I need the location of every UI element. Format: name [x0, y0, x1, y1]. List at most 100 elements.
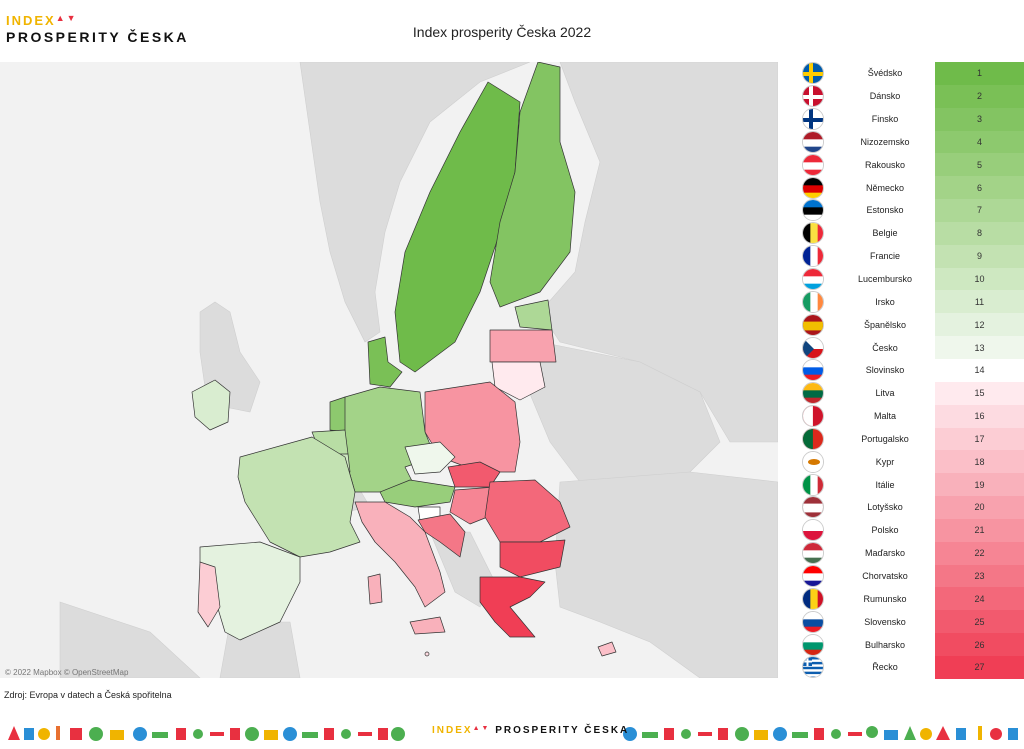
rank-cell: 20 — [935, 496, 1024, 519]
ranking-row[interactable]: Chorvatsko 23 — [795, 564, 1024, 588]
country-name: Estonsko — [866, 205, 904, 216]
logo-line1: INDEX — [6, 13, 56, 28]
rank-cell: 5 — [935, 153, 1024, 177]
ranking-row[interactable]: Litva 15 — [795, 381, 1024, 405]
country-name: Česko — [872, 342, 898, 353]
country-name: Malta — [873, 411, 896, 422]
rank-cell: 25 — [935, 610, 1024, 634]
country-name: Polsko — [871, 525, 899, 536]
ranking-row[interactable]: Česko 13 — [795, 336, 1024, 359]
flag-pl-icon — [802, 519, 824, 542]
country-estonia[interactable] — [514, 299, 553, 331]
ranking-row[interactable]: Maďarsko 22 — [795, 541, 1024, 565]
ranking-row[interactable]: Řecko 27 — [795, 655, 1024, 679]
country-name: Slovinsko — [865, 365, 905, 376]
ranking-row[interactable]: Bulharsko 26 — [795, 633, 1024, 656]
country-netherlands[interactable] — [329, 396, 346, 433]
country-italy-sicily[interactable] — [409, 616, 446, 635]
country-germany[interactable] — [339, 386, 436, 493]
country-italy-sardinia[interactable] — [367, 573, 383, 605]
ranking-row[interactable]: Malta 16 — [795, 404, 1024, 428]
ranking-row[interactable]: Irsko 11 — [795, 290, 1024, 314]
flag-ee-icon — [802, 199, 824, 222]
rank-cell: 19 — [935, 473, 1024, 497]
ranking-row[interactable]: Belgie 8 — [795, 221, 1024, 245]
flag-de-icon — [802, 176, 824, 199]
footer-logo-part1: INDEX — [432, 725, 473, 736]
country-lithuania[interactable] — [491, 361, 546, 401]
country-finland[interactable] — [489, 61, 576, 308]
flag-nl-icon — [802, 130, 824, 153]
rank-cell: 3 — [935, 107, 1024, 131]
ranking-row[interactable]: Rakousko 5 — [795, 153, 1024, 177]
ranking-row[interactable]: Kypr 18 — [795, 450, 1024, 474]
flag-sk-icon — [802, 610, 824, 633]
rank-cell: 14 — [935, 358, 1024, 382]
rank-cell: 12 — [935, 313, 1024, 337]
country-name: Rakousko — [864, 159, 906, 170]
rank-cell: 23 — [935, 564, 1024, 588]
flag-se-icon — [802, 62, 824, 85]
ranking-row[interactable]: Itálie 19 — [795, 473, 1024, 497]
rank-cell: 17 — [935, 427, 1024, 451]
country-greece[interactable] — [479, 576, 546, 638]
ranking-row[interactable]: Rumunsko 24 — [795, 587, 1024, 611]
country-portugal[interactable] — [197, 561, 221, 628]
rank-cell: 27 — [935, 655, 1024, 679]
ranking-row[interactable]: Lucembursko 10 — [795, 267, 1024, 291]
country-ireland[interactable] — [191, 379, 231, 431]
country-italy[interactable] — [354, 501, 446, 608]
ranking-list: Švédsko 1 Dánsko 2 Finsko 3 Nizozemsko 4 Rakousk… — [795, 62, 1024, 679]
country-name: Nizozemsko — [860, 136, 910, 147]
country-name: Řecko — [872, 662, 898, 673]
ranking-row[interactable]: Španělsko 12 — [795, 313, 1024, 337]
country-czechia[interactable] — [404, 441, 456, 475]
rank-cell: 18 — [935, 450, 1024, 474]
country-slovakia[interactable] — [447, 461, 501, 488]
footer-logo-spark-icon: ▲▼ — [472, 725, 491, 732]
rank-cell: 2 — [935, 84, 1024, 108]
ranking-row[interactable]: Estonsko 7 — [795, 199, 1024, 222]
flag-fi-icon — [802, 108, 824, 131]
ranking-row[interactable]: Finsko 3 — [795, 107, 1024, 131]
country-name: Belgie — [872, 228, 898, 239]
eu-countries — [191, 61, 617, 657]
rank-cell: 8 — [935, 221, 1024, 245]
country-bulgaria[interactable] — [499, 539, 566, 578]
ranking-row[interactable]: Francie 9 — [795, 244, 1024, 268]
flag-be-icon — [802, 222, 824, 245]
norway-land — [299, 61, 531, 343]
country-poland[interactable] — [424, 381, 521, 473]
footer-decoration — [0, 716, 1024, 744]
flag-it-icon — [802, 473, 824, 496]
country-denmark[interactable] — [367, 336, 403, 388]
flag-cy-icon — [802, 450, 824, 473]
footer-logo: INDEX▲▼ PROSPERITY ČESKA — [432, 725, 629, 736]
ranking-row[interactable]: Slovinsko 14 — [795, 358, 1024, 382]
flag-ie-icon — [802, 290, 824, 313]
country-name: Německo — [865, 182, 904, 193]
country-france[interactable] — [237, 436, 361, 558]
ranking-row[interactable]: Švédsko 1 — [795, 62, 1024, 85]
page-title: Index prosperity Česka 2022 — [412, 24, 592, 40]
ranking-row[interactable]: Portugalsko 17 — [795, 427, 1024, 451]
ranking-row[interactable]: Dánsko 2 — [795, 84, 1024, 108]
country-name: Francie — [869, 251, 900, 262]
rank-cell: 16 — [935, 404, 1024, 428]
ranking-row[interactable]: Polsko 21 — [795, 518, 1024, 542]
flag-lu-icon — [802, 268, 824, 291]
ranking-row[interactable]: Slovensko 25 — [795, 610, 1024, 634]
map-attribution[interactable]: © 2022 Mapbox © OpenStreetMap — [5, 668, 129, 677]
flag-hr-icon — [802, 564, 824, 587]
country-cyprus[interactable] — [597, 641, 617, 657]
country-name: Lucembursko — [857, 274, 913, 285]
country-name: Švédsko — [867, 68, 903, 79]
country-malta[interactable] — [424, 651, 430, 657]
country-latvia[interactable] — [489, 329, 557, 363]
map-canvas[interactable] — [0, 61, 779, 679]
ranking-row[interactable]: Nizozemsko 4 — [795, 130, 1024, 154]
ranking-row[interactable]: Lotyšsko 20 — [795, 496, 1024, 519]
country-romania[interactable] — [484, 479, 571, 543]
ranking-row[interactable]: Německo 6 — [795, 176, 1024, 200]
footer-icons-svg — [8, 726, 1018, 741]
